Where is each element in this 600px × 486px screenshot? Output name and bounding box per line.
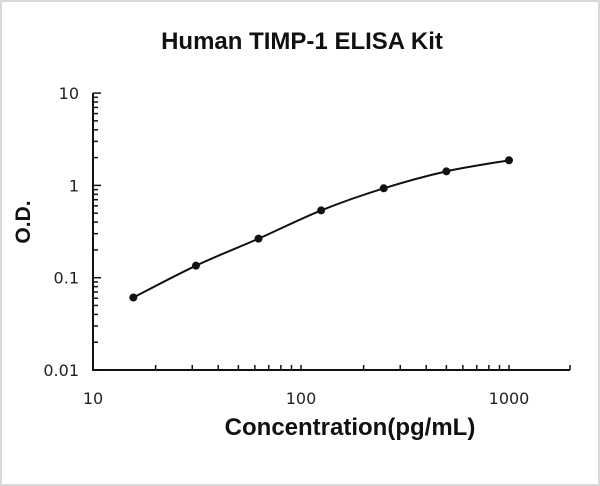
data-point-marker <box>379 184 388 193</box>
data-series <box>129 156 513 302</box>
y-tick-label: 0.1 <box>54 269 79 288</box>
axes <box>92 92 571 371</box>
x-tick-label: 10 <box>83 389 103 408</box>
standard-curve-line <box>132 159 510 299</box>
x-tick-label: 1000 <box>489 389 530 408</box>
chart-title: Human TIMP-1 ELISA Kit <box>161 28 443 55</box>
data-point-marker <box>129 293 138 302</box>
y-tick-label: 0.01 <box>43 361 79 380</box>
tick-labels: 0.01 0.1 1 10 10 100 1000 <box>43 84 529 408</box>
y-tick-label: 1 <box>69 176 79 195</box>
y-tick-label: 10 <box>59 84 79 103</box>
data-point-marker <box>254 234 263 243</box>
data-point-marker <box>442 167 451 176</box>
data-point-marker <box>317 206 326 215</box>
data-point-marker <box>191 261 200 270</box>
data-point-marker <box>505 156 513 165</box>
x-tick-label: 100 <box>286 389 317 408</box>
x-axis-label: Concentration(pg/mL) <box>224 414 476 441</box>
